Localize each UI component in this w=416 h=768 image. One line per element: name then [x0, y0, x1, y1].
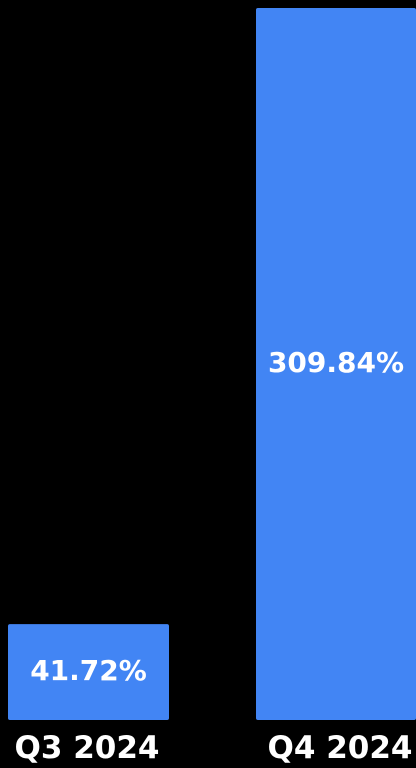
bar-q4-2024	[256, 8, 416, 720]
category-label-q4-2024: Q4 2024	[268, 730, 413, 766]
bar-q3-2024	[8, 624, 169, 720]
value-labels-group: 41.72% 309.84%	[30, 346, 404, 687]
value-label-q4-2024: 309.84%	[268, 346, 404, 379]
category-labels-group: Q3 2024 Q4 2024	[15, 730, 413, 766]
bars-group	[8, 8, 416, 720]
category-label-q3-2024: Q3 2024	[15, 730, 160, 766]
value-label-q3-2024: 41.72%	[30, 654, 147, 687]
